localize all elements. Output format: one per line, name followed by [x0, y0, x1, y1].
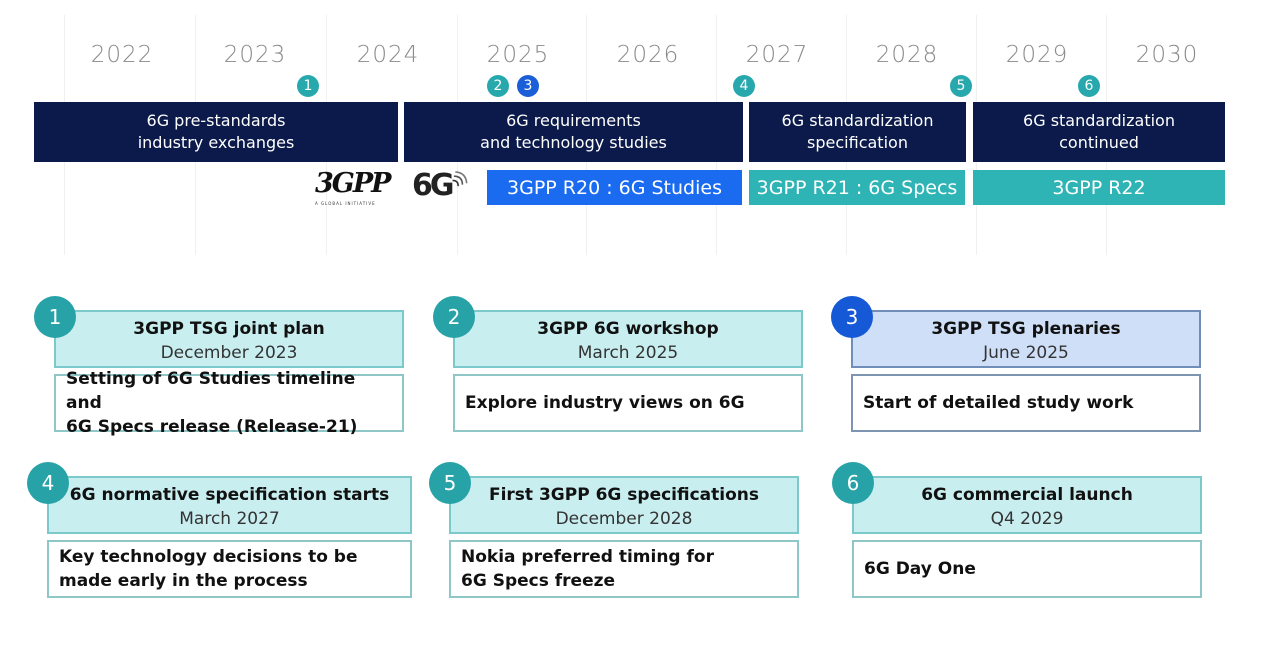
- phase-label: 6G requirements and technology studies: [480, 111, 667, 152]
- milestone-badge: 3: [831, 296, 873, 338]
- year-label: 2026: [616, 42, 680, 68]
- timeline-marker-6: 6: [1078, 75, 1100, 97]
- milestone-card-3: 3GPP TSG plenaries June 2025 Start of de…: [831, 296, 1201, 432]
- milestone-description: Explore industry views on 6G: [465, 393, 745, 413]
- milestone-body: Start of detailed study work: [851, 374, 1201, 432]
- year-label: 2029: [1005, 42, 1069, 68]
- year-label: 2023: [223, 42, 287, 68]
- milestone-title: First 3GPP 6G specifications: [488, 485, 760, 505]
- milestone-badge: 6: [832, 462, 874, 504]
- 3gpp-logo-tagline: A GLOBAL INITIATIVE: [315, 201, 376, 206]
- milestone-title: 3GPP TSG joint plan: [133, 319, 325, 339]
- milestone-date: December 2028: [555, 509, 693, 529]
- milestone-title: 6G commercial launch: [921, 485, 1133, 505]
- phase-label: 6G pre-standards industry exchanges: [137, 111, 295, 152]
- milestone-badge: 4: [27, 462, 69, 504]
- milestone-body: Key technology decisions to be made earl…: [47, 540, 412, 598]
- year-label: 2025: [486, 42, 550, 68]
- release-label: 3GPP R20 : 6G Studies: [507, 176, 722, 199]
- milestone-description: Start of detailed study work: [863, 393, 1134, 413]
- milestone-card-1: 3GPP TSG joint plan December 2023 Settin…: [34, 296, 404, 437]
- phase-standardization-spec: 6G standardization specification: [749, 102, 966, 162]
- milestone-date: March 2027: [179, 509, 280, 529]
- phase-label: 6G standardization continued: [1023, 111, 1175, 152]
- milestone-date: Q4 2029: [990, 509, 1064, 529]
- 3gpp-logo-mark: 3GPP: [315, 168, 391, 199]
- release-r22: 3GPP R22: [973, 170, 1225, 205]
- year-label: 2030: [1135, 42, 1199, 68]
- release-label: 3GPP R21 : 6G Specs: [756, 176, 958, 199]
- timeline-marker-3: 3: [517, 75, 539, 97]
- milestone-header: 3GPP TSG plenaries June 2025: [851, 310, 1201, 368]
- year-label: 2028: [875, 42, 939, 68]
- milestone-header: 6G commercial launch Q4 2029: [852, 476, 1202, 534]
- year-label: 2027: [745, 42, 809, 68]
- milestone-date: December 2023: [160, 343, 298, 363]
- milestone-badge: 1: [34, 296, 76, 338]
- 3gpp-logo: 3GPP A GLOBAL INITIATIVE: [315, 168, 395, 216]
- phase-requirements-studies: 6G requirements and technology studies: [404, 102, 743, 162]
- milestone-card-5: First 3GPP 6G specifications December 20…: [429, 462, 799, 598]
- milestone-header: First 3GPP 6G specifications December 20…: [449, 476, 799, 534]
- milestone-title: 6G normative specification starts: [69, 485, 390, 505]
- milestone-title: 3GPP TSG plenaries: [931, 319, 1121, 339]
- milestone-title: 3GPP 6G workshop: [537, 319, 719, 339]
- milestone-card-2: 3GPP 6G workshop March 2025 Explore indu…: [433, 296, 803, 432]
- milestone-body: Explore industry views on 6G: [453, 374, 803, 432]
- release-r21: 3GPP R21 : 6G Specs: [749, 170, 965, 205]
- milestone-header: 3GPP 6G workshop March 2025: [453, 310, 803, 368]
- milestone-description: 6G Day One: [864, 559, 976, 579]
- phase-pre-standards: 6G pre-standards industry exchanges: [34, 102, 398, 162]
- milestone-description: Setting of 6G Studies timeline and 6G Sp…: [66, 369, 358, 437]
- milestone-description: Key technology decisions to be made earl…: [59, 547, 358, 591]
- milestone-body: Nokia preferred timing for 6G Specs free…: [449, 540, 799, 598]
- year-label: 2024: [356, 42, 420, 68]
- 6g-logo-mark: 6G: [412, 168, 454, 203]
- milestone-body: 6G Day One: [852, 540, 1202, 598]
- milestone-badge: 5: [429, 462, 471, 504]
- milestone-body: Setting of 6G Studies timeline and 6G Sp…: [54, 369, 404, 437]
- timeline-marker-2: 2: [487, 75, 509, 97]
- milestone-badge: 2: [433, 296, 475, 338]
- phase-standardization-continued: 6G standardization continued: [973, 102, 1225, 162]
- year-label: 2022: [90, 42, 154, 68]
- milestone-card-4: 6G normative specification starts March …: [27, 462, 412, 598]
- milestone-date: March 2025: [577, 343, 679, 363]
- release-label: 3GPP R22: [1052, 176, 1146, 199]
- milestone-date: June 2025: [983, 343, 1069, 363]
- timeline-marker-5: 5: [950, 75, 972, 97]
- 6g-logo: 6G: [412, 168, 472, 208]
- milestone-description: Nokia preferred timing for 6G Specs free…: [461, 547, 714, 591]
- milestone-header: 3GPP TSG joint plan December 2023: [54, 310, 404, 368]
- wireless-waves-icon: [452, 171, 468, 187]
- timeline-marker-4: 4: [733, 75, 755, 97]
- milestone-header: 6G normative specification starts March …: [47, 476, 412, 534]
- milestone-card-6: 6G commercial launch Q4 2029 6G Day One …: [832, 462, 1202, 598]
- phase-label: 6G standardization specification: [781, 111, 934, 152]
- timeline-marker-1: 1: [297, 75, 319, 97]
- release-r20: 3GPP R20 : 6G Studies: [487, 170, 742, 205]
